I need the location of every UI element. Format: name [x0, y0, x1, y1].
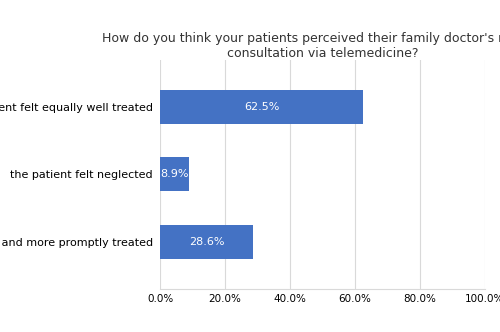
Title: How do you think your patients perceived their family doctor's remote
consultati: How do you think your patients perceived… [102, 32, 500, 60]
Text: 62.5%: 62.5% [244, 102, 279, 112]
Text: 28.6%: 28.6% [188, 237, 224, 247]
Text: 8.9%: 8.9% [160, 169, 188, 179]
Bar [160, 225, 253, 259]
Bar [160, 157, 189, 191]
Bar [160, 90, 363, 124]
